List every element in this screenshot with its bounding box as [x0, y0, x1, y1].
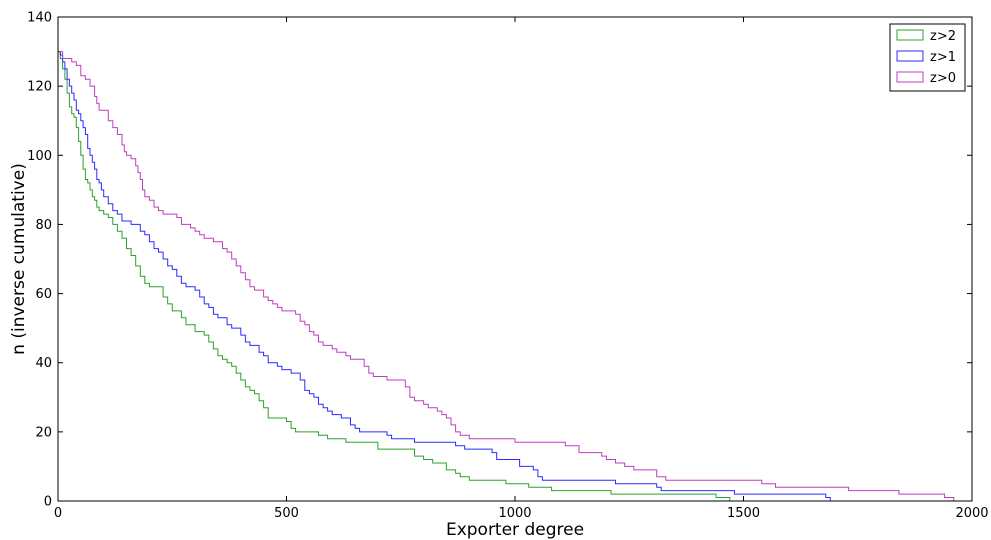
axis-ticks: 0 500 1000 1500 2000 0 20 40 60 80 100 120 140	[27, 11, 988, 522]
legend-box	[889, 23, 966, 92]
legend: z>2 z>1 z>0	[889, 23, 966, 92]
series-line-1	[57, 51, 831, 501]
legend-swatch	[896, 50, 924, 62]
legend-swatch	[896, 71, 924, 83]
x-tick-label: 2000	[955, 506, 988, 521]
x-tick-label: 500	[274, 506, 299, 521]
y-tick-label: 60	[35, 287, 52, 302]
legend-swatch	[896, 29, 924, 41]
legend-label: z>2	[930, 29, 956, 44]
x-tick-label: 0	[54, 506, 62, 521]
x-tick-label: 1000	[498, 506, 531, 521]
x-axis-label: Exporter degree	[446, 520, 584, 540]
x-tick-label: 1500	[727, 506, 760, 521]
y-tick-label: 20	[35, 425, 52, 440]
y-tick-label: 100	[27, 149, 52, 164]
y-tick-label: 140	[27, 11, 52, 26]
y-tick-label: 40	[35, 356, 52, 371]
plot-frame	[57, 16, 973, 502]
y-tick-label: 80	[35, 218, 52, 233]
series-lines	[57, 51, 955, 501]
series-line-2	[57, 51, 955, 501]
y-tick-label: 120	[27, 80, 52, 95]
series-line-0	[57, 51, 731, 501]
legend-label: z>0	[930, 71, 956, 86]
y-tick-label: 0	[44, 495, 52, 510]
legend-label: z>1	[930, 50, 956, 65]
y-axis-label: n (inverse cumulative)	[9, 163, 29, 355]
